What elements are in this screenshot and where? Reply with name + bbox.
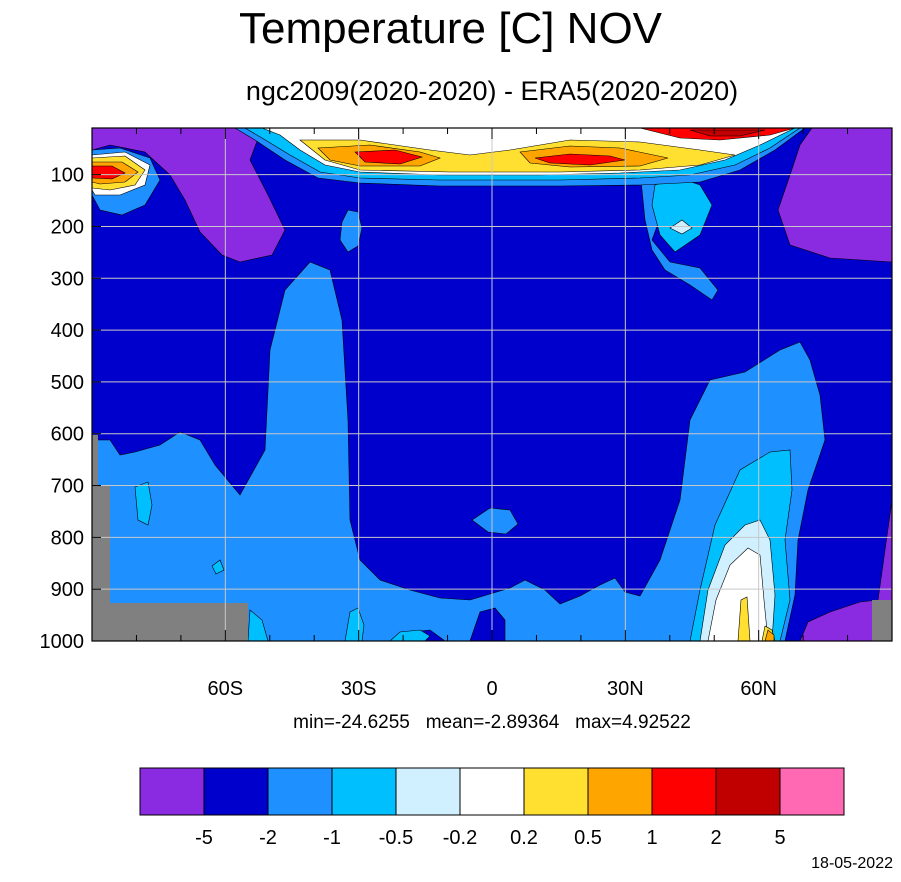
colorbar-box [459, 767, 525, 816]
colorbar-box [651, 767, 717, 816]
region-nh-orange [764, 629, 775, 641]
x-tick-label: 60S [208, 678, 244, 700]
region-sp-red [92, 165, 126, 180]
missing-data-region [92, 435, 892, 641]
region-purple-sfc [799, 499, 892, 641]
region-blob-eq [471, 507, 519, 535]
colorbar-box [395, 767, 461, 816]
region-upper-paleblue [669, 219, 693, 235]
chart-subtitle: ngc2009(2020-2020) - ERA5(2020-2020) [245, 76, 739, 106]
grid-lines [92, 128, 892, 641]
x-tick-label: 30N [607, 678, 644, 700]
colorbar-box [587, 767, 653, 816]
region-sh-lightblue [134, 481, 153, 526]
region-nh-yellow [737, 596, 776, 641]
region-sfc-lightblue-30s [344, 607, 365, 641]
colorbar: -5 -2 -1 -0.5 -0.2 0.2 0.5 1 2 5 [139, 767, 845, 849]
x-axis-labels: 60S 30S 0 30N 60N [208, 678, 777, 700]
x-tick-label: 30S [341, 678, 377, 700]
y-tick-label: 800 [51, 527, 84, 549]
stats-line: min=-24.6255 mean=-2.89364 max=4.92522 [293, 712, 691, 733]
y-tick-label: 600 [51, 424, 84, 446]
colorbar-label: -5 [195, 827, 213, 849]
y-tick-label: 900 [51, 579, 84, 601]
region-top-nh-darkred [689, 129, 766, 137]
colorbar-label: -0.5 [379, 827, 413, 849]
region-purple-sh [92, 128, 286, 263]
colorbar-box [715, 767, 781, 816]
region-lower-dark-hole [469, 607, 506, 641]
colorbar-label: 5 [774, 827, 785, 849]
colorbar-label: 2 [710, 827, 721, 849]
x-tick-label: 0 [486, 678, 497, 700]
colorbar-box [331, 767, 397, 816]
colorbar-label: -0.2 [443, 827, 477, 849]
y-axis-labels: 100 200 300 400 500 600 700 800 900 1000 [40, 165, 85, 653]
colorbar-label: 0.2 [510, 827, 538, 849]
colorbar-label: 1 [646, 827, 657, 849]
y-tick-label: 100 [51, 165, 84, 187]
colorbar-box [523, 767, 589, 816]
date-stamp: 18-05-2022 [811, 855, 893, 872]
colorbar-box [779, 767, 845, 816]
region-sfc-lightblue-eq [389, 629, 431, 641]
x-tick-label: 60N [740, 678, 777, 700]
chart-title: Temperature [C] NOV [238, 4, 663, 53]
colorbar-box [139, 767, 205, 816]
region-sfc-lightblue-sh [247, 609, 269, 641]
colorbar-label: 0.5 [574, 827, 602, 849]
y-tick-label: 1000 [40, 631, 85, 653]
y-tick-label: 300 [51, 268, 84, 290]
colorbar-label: -2 [259, 827, 277, 849]
colorbar-label: -1 [323, 827, 341, 849]
colorbar-box [267, 767, 333, 816]
colorbar-box [203, 767, 269, 816]
y-tick-label: 400 [51, 320, 84, 342]
region-lower-blue [92, 261, 826, 641]
y-tick-label: 500 [51, 372, 84, 394]
region-purple-nh [777, 128, 892, 263]
y-tick-label: 700 [51, 476, 84, 498]
region-nh-lightblue-small [211, 559, 225, 575]
axis-ticks [92, 128, 849, 642]
y-tick-label: 200 [51, 216, 84, 238]
